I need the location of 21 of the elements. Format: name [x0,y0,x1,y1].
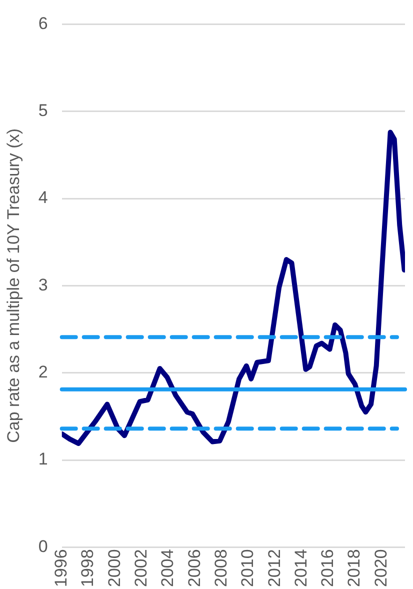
y-tick-label: 6 [38,14,48,33]
x-tick-label: 2008 [211,549,230,588]
x-tick-label: 2000 [104,549,124,588]
y-tick-label: 5 [38,101,48,120]
y-tick-label: 1 [38,450,48,469]
x-tick-label: 2020 [371,549,390,588]
x-tick-label: 2002 [132,549,150,588]
x-tick-label: 2006 [184,549,204,588]
x-tick-label: 2012 [264,549,284,588]
x-tick-label: 1996 [52,549,71,588]
x-tick-label: 2004 [158,549,178,588]
y-tick-label: 3 [38,275,48,294]
x-tick-label: 2014 [291,549,310,588]
x-tick-label: 2018 [344,549,364,588]
y-tick-label: 2 [38,362,48,382]
y-axis-title: Cap rate as a multiple of 10Y Treasury (x) [4,128,23,443]
x-tick-label: 2016 [318,549,338,588]
x-tick-label: 1998 [78,549,98,588]
y-tick-label: 0 [38,536,48,556]
y-tick-label: 4 [38,188,48,208]
x-tick-label: 2010 [238,549,258,588]
